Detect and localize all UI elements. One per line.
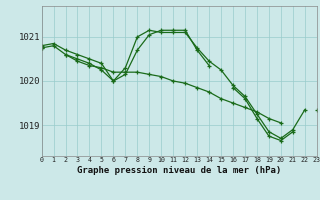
X-axis label: Graphe pression niveau de la mer (hPa): Graphe pression niveau de la mer (hPa) xyxy=(77,166,281,175)
